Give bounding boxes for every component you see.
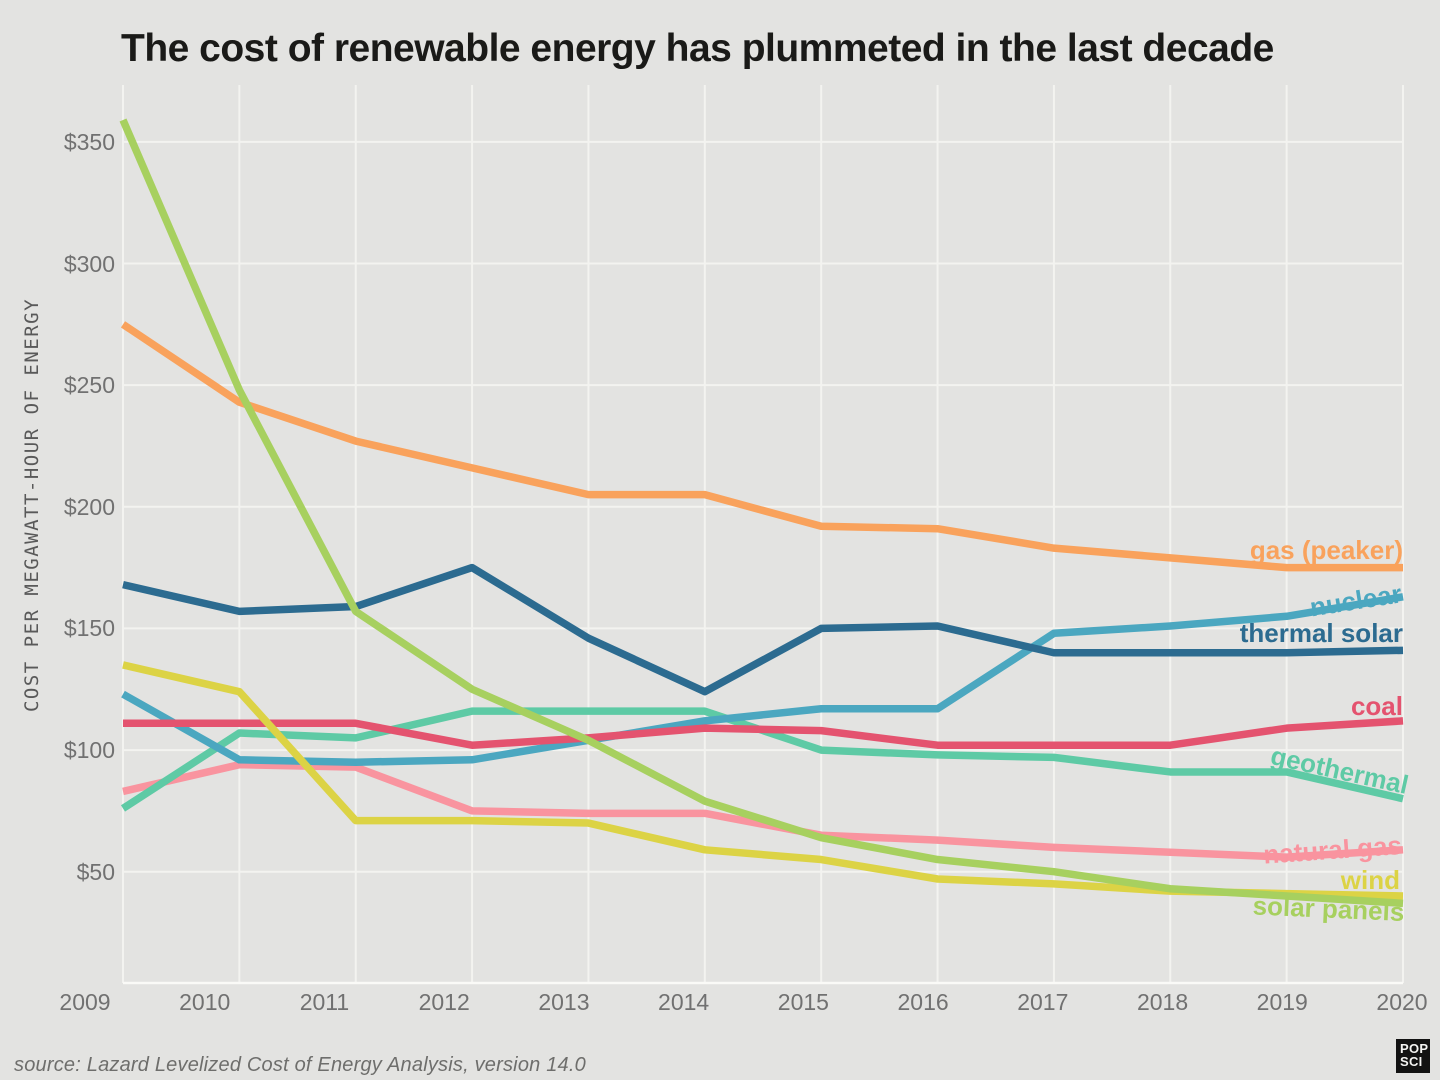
x-tick-label-2014: 2014 [658,989,710,1015]
series-label-gas-peaker: gas (peaker) [1249,535,1403,565]
popsci-logo: POP SCI [1396,1039,1430,1073]
x-tick-label-2020: 2020 [1376,989,1428,1015]
series-line-gas-peaker [120,321,1403,572]
x-tick-label-2009: 2009 [59,989,111,1015]
y-tick-label-350: $350 [63,128,115,155]
series-line-thermal-solar [122,563,1404,696]
x-tick-label-2017: 2017 [1017,989,1069,1015]
x-tick-label-2011: 2011 [299,989,350,1015]
x-tick-label-2018: 2018 [1136,989,1189,1015]
chart-title: The cost of renewable energy has plummet… [121,27,1274,70]
x-tick-label-2015: 2015 [777,989,829,1015]
x-tick-label-2019: 2019 [1256,989,1308,1015]
y-tick-label-100: $100 [63,737,115,764]
series-line-nuclear [121,593,1404,766]
x-tick-label-2016: 2016 [897,989,949,1015]
x-tick-label-2012: 2012 [418,989,470,1015]
x-tick-label-2010: 2010 [179,989,231,1015]
y-tick-label-250: $250 [63,372,115,399]
x-tick-label-2013: 2013 [538,989,590,1015]
y-tick-label-300: $300 [63,250,115,277]
y-tick-label-150: $150 [63,615,115,642]
series-label-thermal-solar: thermal solar [1239,618,1403,648]
y-tick-label-200: $200 [63,493,115,520]
source-attribution: source: Lazard Levelized Cost of Energy … [14,1054,586,1076]
series-label-coal: coal [1350,691,1403,721]
series-label-wind: wind [1340,865,1400,895]
y-tick-label-50: $50 [76,858,115,885]
series-line-coal [123,717,1404,749]
series-line-wind [122,661,1404,900]
popsci-logo-line2: SCI [1400,1054,1423,1069]
popsci-logo-line1: POP [1400,1041,1429,1056]
series-line-natural-gas [122,760,1404,861]
series-label-solar-panels: solar panels [1252,890,1406,927]
series-line-solar-panels [119,118,1404,908]
